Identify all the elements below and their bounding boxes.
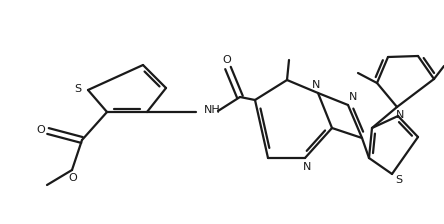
Text: NH: NH: [204, 105, 221, 115]
Text: N: N: [396, 110, 404, 120]
Text: N: N: [303, 162, 311, 172]
Text: O: O: [36, 125, 45, 135]
Text: N: N: [349, 92, 357, 102]
Text: S: S: [75, 84, 82, 94]
Text: S: S: [396, 175, 403, 185]
Text: O: O: [222, 55, 231, 65]
Text: O: O: [69, 173, 77, 183]
Text: N: N: [312, 80, 320, 90]
